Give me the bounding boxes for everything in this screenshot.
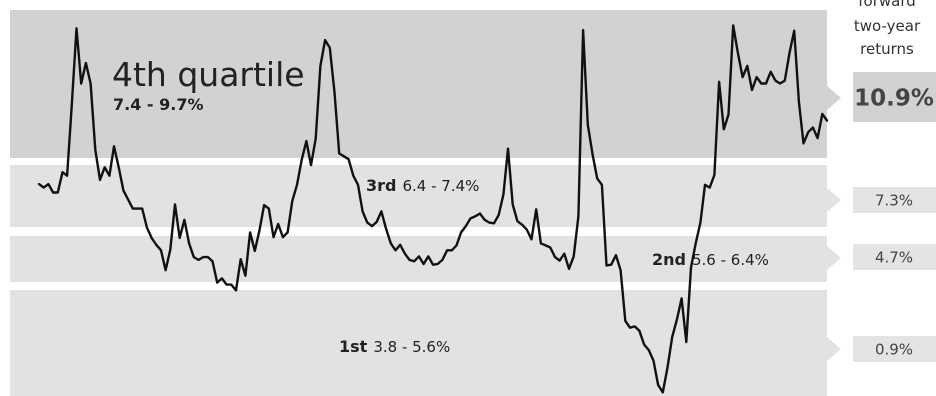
- header-line-3: returns: [860, 40, 914, 58]
- header-line-1: forward: [858, 0, 916, 10]
- band-q3: [10, 165, 841, 227]
- series-line-layer: [37, 24, 829, 394]
- forward-return-q3: 7.3%: [875, 191, 913, 209]
- band-range-q2: 5.6 - 6.4%: [692, 251, 769, 269]
- band-label-q3: 3rd 6.4 - 7.4%: [366, 176, 479, 195]
- band-q4: [10, 10, 841, 158]
- band-range-q3: 6.4 - 7.4%: [402, 177, 479, 195]
- return-box-bg-q3: [853, 187, 936, 213]
- band-label-q2: 2nd 5.6 - 6.4%: [652, 250, 769, 269]
- series-line: [37, 24, 829, 394]
- forward-return-q4: 10.9%: [854, 85, 934, 111]
- return-box-bg-q4: [853, 72, 936, 122]
- return-box-q1: 0.9%: [853, 336, 936, 362]
- return-box-q2: 4.7%: [853, 244, 936, 270]
- return-box-bg-q1: [853, 336, 936, 362]
- forward-returns-header: forward two-year returns: [854, 0, 921, 58]
- band-label-q1: 1st 3.8 - 5.6%: [339, 337, 450, 356]
- quartile-bands: [10, 10, 841, 396]
- band-name-q1: 1st: [339, 337, 368, 356]
- band-name-q3: 3rd: [366, 176, 396, 195]
- band-name-q2: 2nd: [652, 250, 686, 269]
- header-line-2: two-year: [854, 17, 921, 35]
- return-box-q4: 10.9%: [853, 72, 936, 122]
- forward-return-q1: 0.9%: [875, 340, 913, 358]
- forward-return-q2: 4.7%: [875, 248, 913, 266]
- return-box-q3: 7.3%: [853, 187, 936, 213]
- band-q1: [10, 290, 841, 396]
- band-name-q4: 4th quartile: [112, 55, 305, 94]
- band-range-q1: 3.8 - 5.6%: [373, 338, 450, 356]
- forward-return-boxes: 10.9% 7.3% 4.7% 0.9%: [853, 72, 936, 362]
- return-box-bg-q2: [853, 244, 936, 270]
- band-range-q4: 7.4 - 9.7%: [113, 95, 204, 114]
